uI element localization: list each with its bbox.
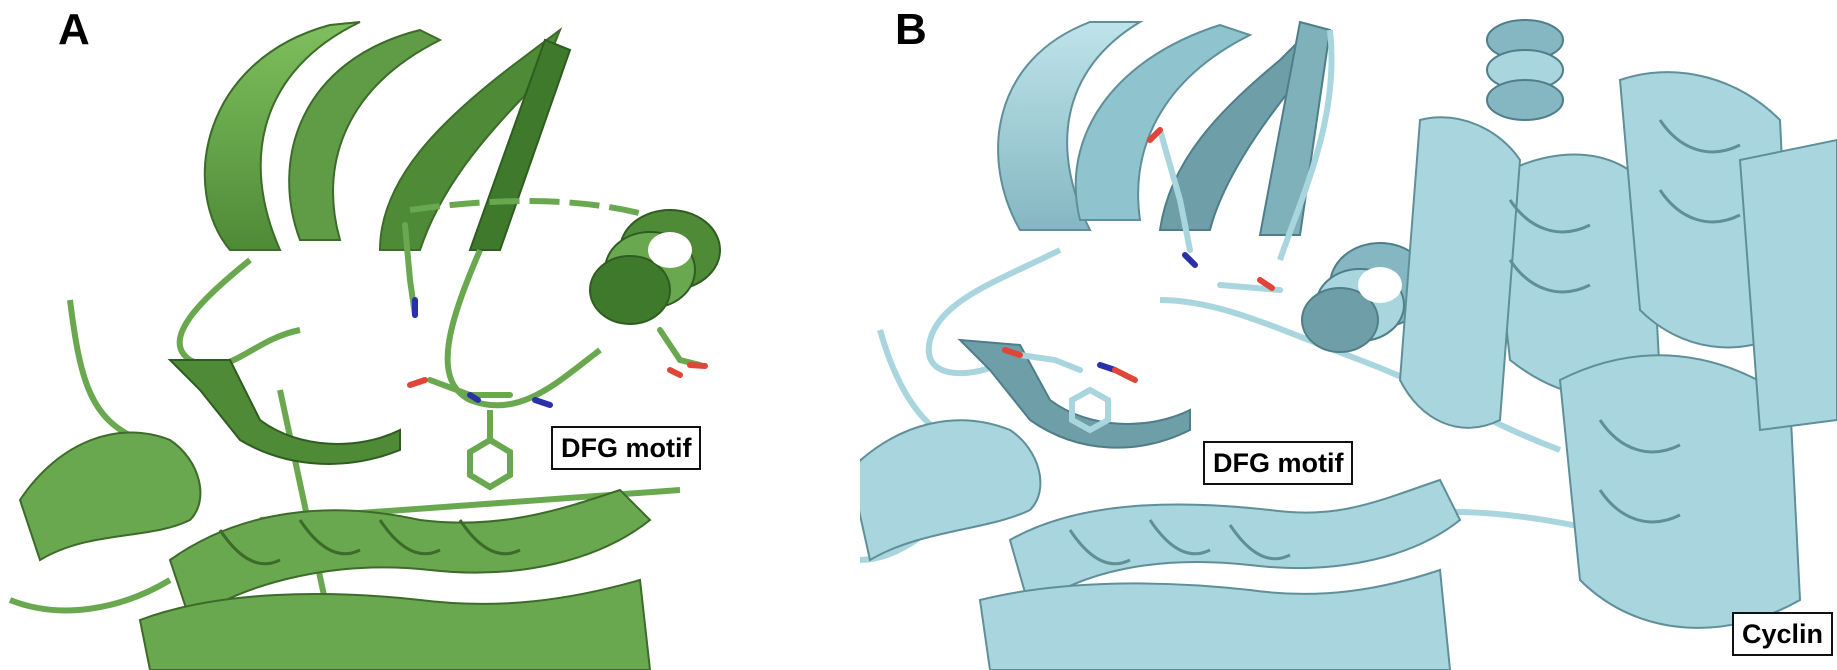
panel-a: A DFG motif [0, 0, 860, 670]
panel-b: B DFG motif Cyclin [860, 0, 1837, 670]
dfg-motif-label: DFG motif [1203, 441, 1354, 486]
dfg-motif-label: DFG motif [551, 426, 702, 471]
protein-ribbon-a [8, 21, 721, 670]
protein-ribbon-b [860, 19, 1837, 670]
panel-letter: A [58, 5, 90, 54]
cyclin-label: Cyclin [1732, 612, 1834, 657]
panel-letter: B [895, 5, 927, 54]
